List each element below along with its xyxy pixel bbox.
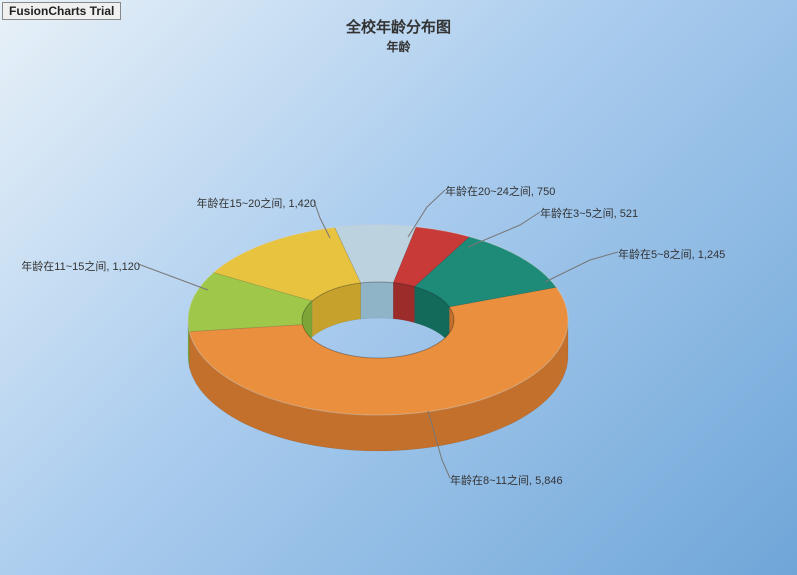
slice-label-20_24: 年龄在20~24之间, 750 xyxy=(445,183,555,199)
slice-inner-side[interactable] xyxy=(393,283,414,323)
leader-line xyxy=(138,264,208,290)
slice-label-5_8: 年龄在5~8之间, 1,245 xyxy=(618,246,725,262)
chart-canvas: FusionCharts Trial 全校年龄分布图 年龄 年龄在20~24之间… xyxy=(0,0,797,575)
slice-label-11_15: 年龄在11~15之间, 1,120 xyxy=(21,258,140,274)
slice-label-3_5: 年龄在3~5之间, 521 xyxy=(540,205,638,221)
slice-inner-side[interactable] xyxy=(361,282,394,319)
leader-line xyxy=(545,252,618,282)
slice-label-8_11: 年龄在8~11之间, 5,846 xyxy=(450,472,563,488)
doughnut-chart xyxy=(0,0,797,575)
slice-label-15_20: 年龄在15~20之间, 1,420 xyxy=(196,195,316,211)
